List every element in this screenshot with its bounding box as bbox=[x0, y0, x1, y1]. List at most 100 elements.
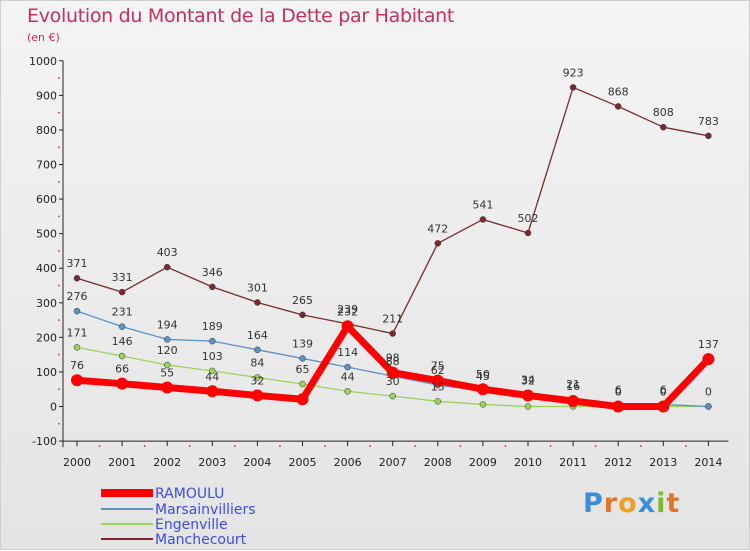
data-label: 32 bbox=[250, 374, 264, 387]
series-lines bbox=[71, 84, 715, 413]
y-minor-tick bbox=[58, 388, 60, 391]
data-point-marsainvilliers bbox=[73, 307, 81, 315]
data-point-ramoulu bbox=[431, 374, 444, 387]
data-point-manchecourt bbox=[118, 288, 126, 296]
data-point-manchecourt bbox=[524, 229, 532, 237]
y-minor-tick bbox=[58, 422, 60, 425]
data-point-marsainvilliers bbox=[163, 336, 171, 343]
data-label: 301 bbox=[247, 281, 268, 294]
x-minor-tick bbox=[279, 445, 281, 447]
data-label: 21 bbox=[566, 378, 580, 391]
data-label: 171 bbox=[67, 326, 88, 339]
data-label: 84 bbox=[250, 356, 264, 369]
data-label: 45 bbox=[476, 370, 490, 383]
data-point-marsainvilliers bbox=[705, 403, 712, 410]
y-tick-label: 600 bbox=[36, 193, 57, 206]
data-label: 66 bbox=[115, 363, 129, 376]
chart-title: Evolution du Montant de la Dette par Hab… bbox=[27, 5, 455, 27]
data-label: 120 bbox=[157, 344, 178, 357]
legend-label: Marsainvilliers bbox=[155, 502, 256, 518]
data-point-ramoulu bbox=[386, 366, 399, 379]
x-tick-label: 2010 bbox=[514, 456, 542, 469]
data-label: 0 bbox=[660, 386, 667, 399]
data-point-manchecourt bbox=[434, 240, 442, 247]
data-point-ramoulu bbox=[116, 377, 129, 390]
legend-label: Engenville bbox=[155, 517, 228, 533]
x-tick-label: 2014 bbox=[694, 456, 722, 469]
y-minor-tick bbox=[58, 353, 60, 356]
data-label: 76 bbox=[70, 359, 84, 372]
data-label: 783 bbox=[698, 115, 719, 128]
x-tick-label: 2005 bbox=[289, 456, 317, 469]
data-point-ramoulu bbox=[161, 381, 174, 394]
data-label: 194 bbox=[157, 318, 178, 331]
data-label: 44 bbox=[205, 370, 219, 383]
x-minor-tick bbox=[369, 445, 372, 447]
data-point-manchecourt bbox=[163, 263, 171, 271]
data-label: 0 bbox=[660, 386, 667, 399]
x-tick-label: 2004 bbox=[243, 456, 271, 469]
data-label: 0 bbox=[615, 386, 622, 399]
series-line-manchecourt bbox=[76, 86, 710, 335]
data-point-engenville bbox=[163, 361, 171, 369]
y-minor-tick bbox=[58, 319, 60, 321]
proxiti-logo: Proxit bbox=[583, 488, 681, 519]
x-minor-tick bbox=[98, 445, 101, 447]
data-label: 62 bbox=[431, 364, 445, 377]
y-minor-tick bbox=[58, 284, 60, 287]
x-minor-tick bbox=[594, 445, 597, 447]
data-point-manchecourt bbox=[614, 103, 622, 110]
y-minor-tick bbox=[58, 180, 60, 183]
data-label: 15 bbox=[431, 380, 445, 393]
y-tick-label: 500 bbox=[36, 228, 57, 241]
data-label: 371 bbox=[67, 257, 88, 270]
data-point-engenville bbox=[479, 401, 487, 408]
data-point-engenville bbox=[434, 398, 442, 405]
data-point-ramoulu bbox=[522, 389, 534, 402]
data-label: 44 bbox=[341, 370, 355, 383]
data-point-ramoulu bbox=[296, 393, 309, 406]
data-point-engenville bbox=[209, 367, 216, 375]
data-point-manchecourt bbox=[254, 299, 261, 306]
legend-label: RAMOULU bbox=[155, 486, 224, 502]
x-minor-tick bbox=[459, 445, 462, 447]
data-label: 502 bbox=[518, 212, 539, 225]
y-minor-tick bbox=[58, 215, 60, 218]
data-label: 114 bbox=[337, 346, 358, 359]
x-tick-label: 2006 bbox=[334, 456, 362, 469]
data-label: 146 bbox=[112, 335, 133, 348]
x-tick-label: 2011 bbox=[559, 456, 587, 469]
data-label: 55 bbox=[160, 366, 174, 379]
data-point-marsainvilliers bbox=[344, 363, 351, 371]
y-minor-tick bbox=[58, 111, 60, 114]
data-label: 276 bbox=[67, 290, 88, 303]
data-label: 868 bbox=[608, 85, 629, 98]
y-tick-label: 200 bbox=[36, 331, 57, 344]
x-tick-label: 2003 bbox=[198, 456, 226, 469]
x-minor-tick bbox=[324, 445, 326, 447]
chart-subtitle: (en €) bbox=[27, 31, 60, 44]
data-point-ramoulu bbox=[657, 400, 670, 413]
data-point-ramoulu bbox=[251, 389, 264, 402]
data-point-engenville bbox=[254, 374, 261, 381]
x-minor-tick bbox=[233, 445, 236, 447]
data-label: 239 bbox=[337, 303, 358, 316]
data-label: 541 bbox=[472, 198, 493, 211]
data-point-manchecourt bbox=[569, 84, 577, 91]
data-point-marsainvilliers bbox=[254, 346, 261, 354]
data-label: 6 bbox=[660, 383, 667, 396]
x-minor-tick bbox=[414, 445, 417, 447]
data-point-manchecourt bbox=[209, 283, 216, 291]
data-point-ramoulu bbox=[612, 400, 625, 413]
data-point-manchecourt bbox=[660, 123, 667, 131]
data-point-engenville bbox=[73, 344, 81, 351]
y-minor-tick bbox=[58, 250, 60, 252]
y-tick-label: 800 bbox=[36, 124, 57, 137]
x-tick-label: 2012 bbox=[604, 456, 632, 469]
x-minor-tick bbox=[188, 445, 191, 447]
data-label: 164 bbox=[247, 329, 268, 342]
legend-label: Manchecourt bbox=[155, 532, 247, 548]
data-point-marsainvilliers bbox=[118, 323, 126, 330]
data-label: 808 bbox=[653, 106, 674, 119]
